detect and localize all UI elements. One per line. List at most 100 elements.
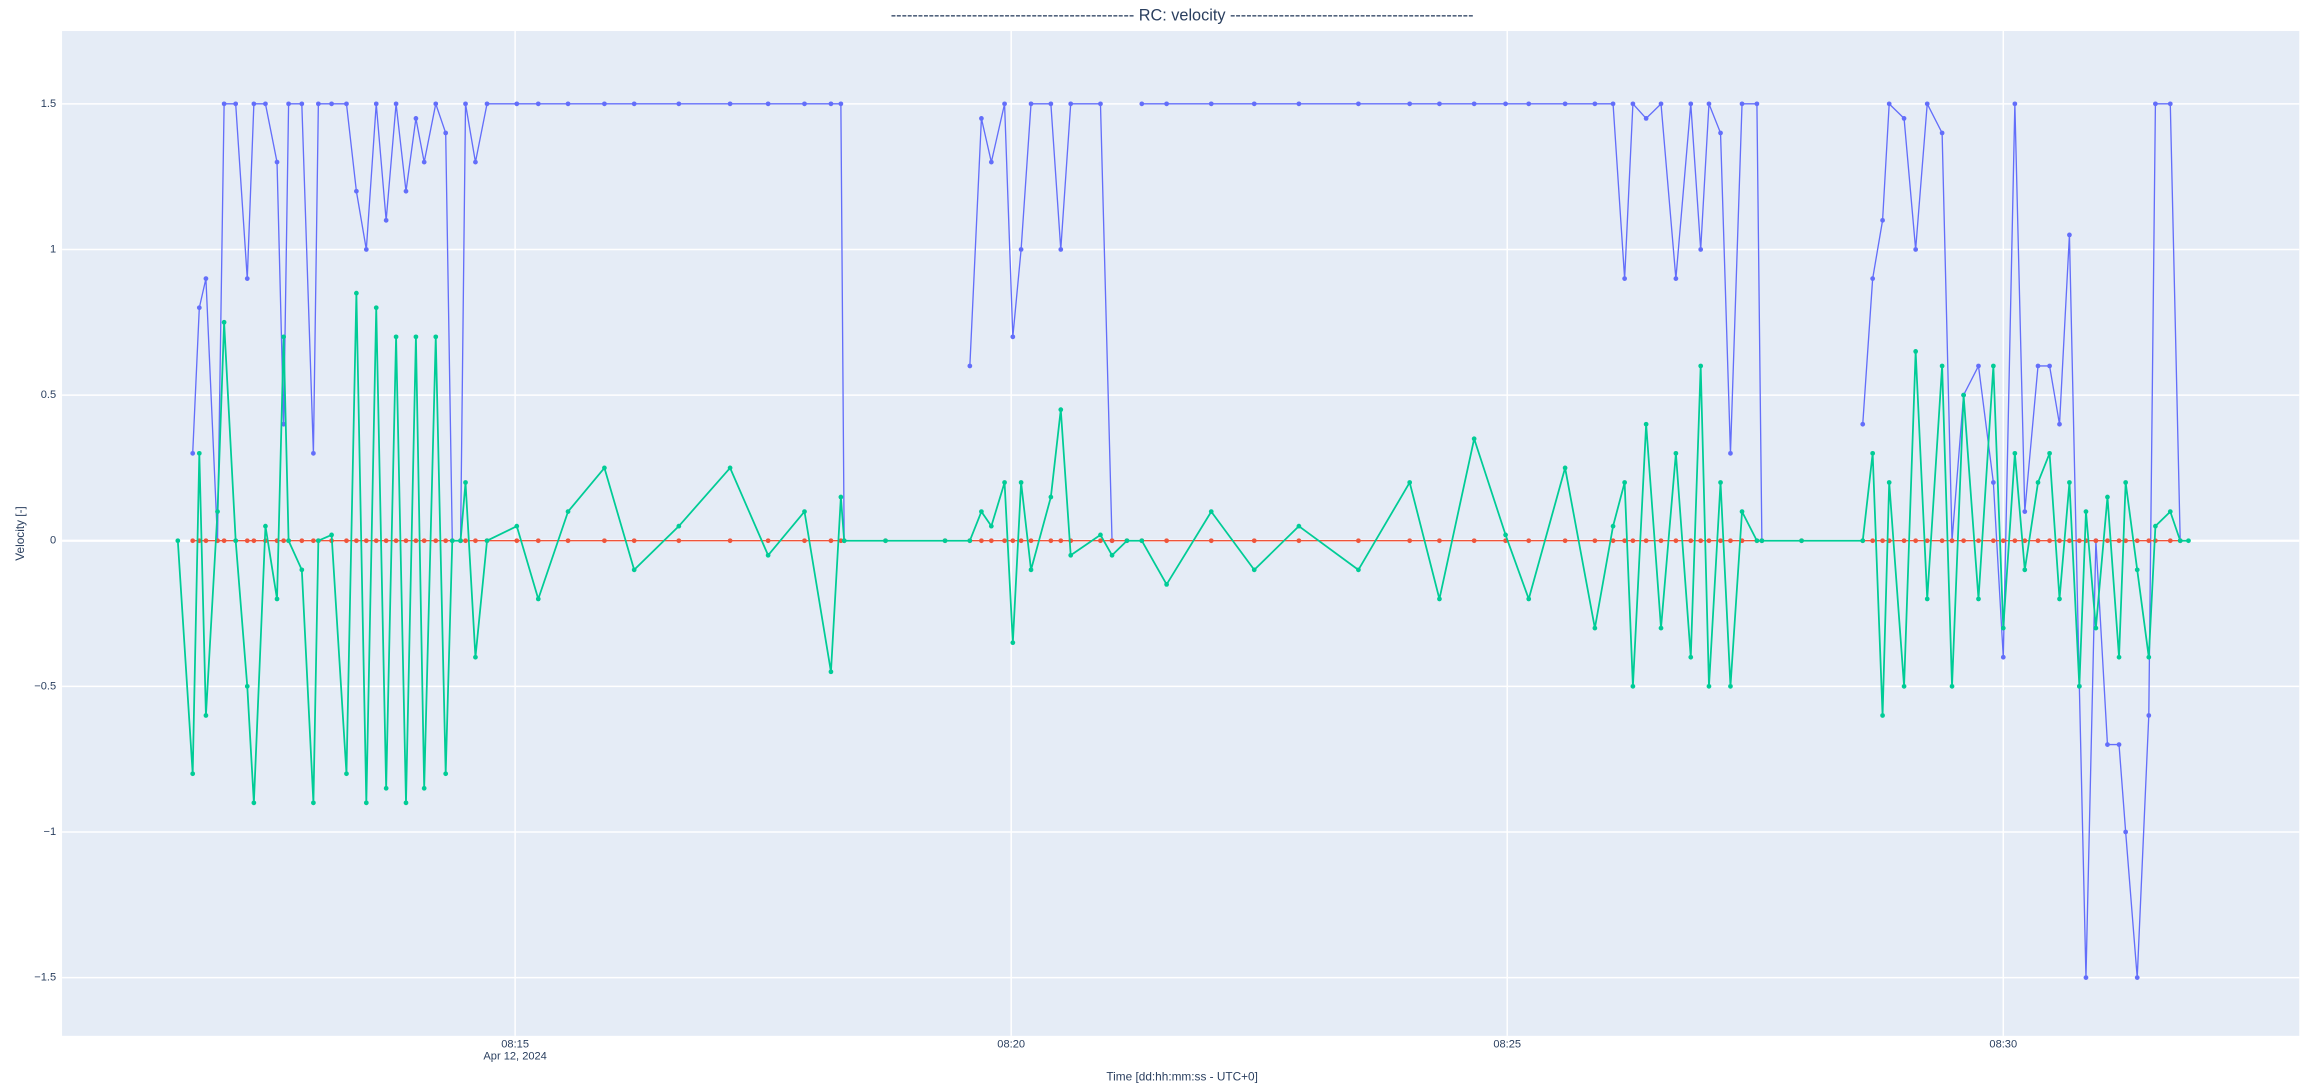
series-marker	[383, 785, 389, 791]
series-marker	[1698, 247, 1704, 252]
series-marker	[311, 800, 316, 806]
series-marker	[988, 523, 994, 529]
series-marker	[2134, 567, 2140, 573]
x-tick-label: 08:15	[501, 1039, 529, 1051]
series-marker	[2167, 101, 2173, 107]
series-marker	[1471, 538, 1477, 544]
series-marker	[1251, 538, 1257, 544]
x-tick-sublabel: Apr 12, 2024	[483, 1050, 546, 1062]
series-marker	[1706, 101, 1712, 107]
series-marker	[281, 421, 287, 427]
series-marker	[1860, 421, 1866, 427]
series-marker	[967, 363, 973, 369]
series-marker	[1437, 596, 1442, 602]
series-marker	[2116, 654, 2122, 660]
x-tick-label: 08:30	[1989, 1039, 2017, 1051]
series-marker	[1718, 130, 1723, 136]
series-marker	[413, 538, 419, 544]
series-marker	[514, 538, 520, 544]
series-marker	[2105, 538, 2110, 544]
series-marker	[1886, 480, 1892, 485]
series-marker	[1208, 509, 1214, 514]
series-marker	[2022, 567, 2028, 573]
series-marker	[765, 552, 771, 558]
series-marker	[602, 101, 607, 107]
series-marker	[1658, 625, 1664, 631]
series-marker	[299, 101, 305, 107]
series-marker	[1356, 538, 1361, 544]
y-tick-label: 1	[50, 243, 56, 255]
series-marker	[311, 450, 316, 456]
series-marker	[1592, 625, 1598, 631]
series-marker	[1860, 538, 1866, 544]
series-marker	[1754, 538, 1760, 544]
series-marker	[942, 538, 948, 544]
series-marker	[883, 538, 888, 544]
series-marker	[315, 538, 321, 544]
series-marker	[1058, 407, 1064, 413]
series-marker	[1048, 538, 1054, 544]
series-marker	[2083, 509, 2089, 514]
series-marker	[1728, 538, 1733, 544]
series-marker	[274, 596, 280, 602]
series-marker	[631, 567, 637, 573]
series-marker	[1939, 363, 1945, 369]
series-marker	[1673, 538, 1679, 544]
series-marker	[2057, 538, 2062, 544]
series-marker	[1018, 538, 1024, 544]
series-marker	[1976, 363, 1981, 369]
series-marker	[2083, 975, 2089, 980]
series-marker	[363, 538, 369, 544]
series-marker	[1880, 713, 1885, 718]
series-marker	[315, 101, 321, 107]
series-marker	[244, 276, 250, 281]
series-marker	[802, 101, 807, 107]
series-marker	[765, 101, 771, 107]
y-tick-label: 1.5	[41, 98, 56, 110]
series-marker	[988, 159, 994, 165]
series-marker	[1562, 465, 1568, 471]
series-marker	[393, 101, 399, 107]
series-marker	[1098, 538, 1103, 544]
series-marker	[413, 334, 419, 340]
series-marker	[1139, 101, 1145, 107]
series-marker	[1058, 247, 1064, 252]
series-marker	[1471, 436, 1477, 442]
series-marker	[251, 538, 257, 544]
series-marker	[421, 538, 427, 544]
series-marker	[311, 538, 316, 544]
series-marker	[393, 334, 399, 340]
series-marker	[1139, 538, 1145, 544]
series-marker	[1437, 538, 1442, 544]
series-marker	[535, 538, 541, 544]
series-marker	[458, 538, 463, 544]
series-marker	[979, 116, 984, 121]
series-marker	[344, 101, 349, 107]
series-marker	[1799, 538, 1804, 544]
series-marker	[602, 465, 607, 471]
series-marker	[190, 538, 196, 544]
series-marker	[286, 101, 291, 107]
series-marker	[2123, 829, 2129, 835]
series-marker	[1622, 538, 1627, 544]
series-marker	[1706, 683, 1712, 689]
series-marker	[203, 276, 209, 281]
series-marker	[727, 465, 733, 471]
series-marker	[1471, 101, 1477, 107]
series-marker	[1870, 450, 1876, 456]
series-marker	[2022, 509, 2028, 514]
series-marker	[1688, 538, 1694, 544]
series-marker	[244, 683, 250, 689]
series-marker	[484, 538, 490, 544]
series-marker	[403, 538, 409, 544]
series-marker	[514, 523, 520, 529]
series-marker	[2116, 742, 2122, 747]
series-marker	[1698, 538, 1704, 544]
series-marker	[1961, 538, 1966, 544]
series-marker	[1208, 101, 1214, 107]
series-marker	[988, 538, 994, 544]
series-marker	[979, 509, 984, 514]
series-marker	[299, 567, 305, 573]
series-marker	[1728, 683, 1733, 689]
